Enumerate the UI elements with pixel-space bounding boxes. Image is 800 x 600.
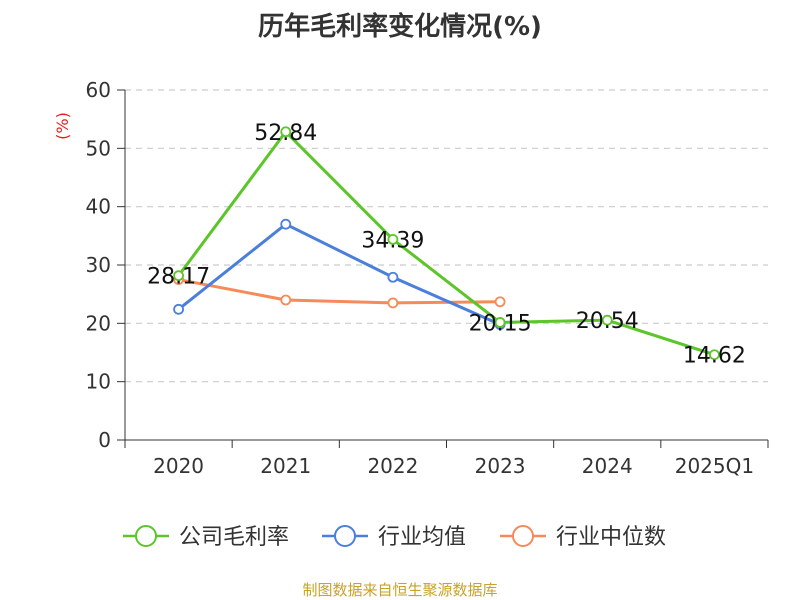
data-point	[494, 317, 506, 328]
x-tick-label: 2025Q1	[675, 454, 754, 478]
series	[173, 126, 720, 361]
series-line	[178, 278, 501, 305]
data-label: 14.62	[683, 344, 746, 369]
data-point	[173, 270, 184, 282]
data-label: 34.39	[361, 228, 424, 253]
axes: 0 10 20 30 40 50 60 2020 2021 2022 2023 2024 2025Q1	[86, 78, 769, 478]
data-point	[173, 303, 184, 315]
legend-label: 行业中位数	[556, 525, 666, 550]
x-tick-label: 2020	[153, 454, 204, 478]
data-point	[280, 218, 292, 230]
data-label: 20.54	[576, 309, 639, 334]
data-label: 28.17	[147, 265, 210, 290]
data-point	[387, 271, 399, 283]
data-labels: 28.17 52.84 34.39 20.15 20.54 14.62	[147, 121, 746, 369]
data-point	[709, 349, 720, 361]
data-point	[280, 294, 292, 306]
x-tick-label: 2024	[582, 454, 633, 478]
data-point	[494, 296, 506, 308]
legend: 公司毛利率 行业均值 行业中位数	[123, 525, 666, 550]
y-tick-label: 40	[86, 195, 111, 219]
y-tick-label: 60	[86, 78, 111, 102]
x-tick-label: 2021	[260, 454, 311, 478]
source-note: 制图数据来自恒生聚源数据库	[302, 581, 497, 599]
y-tick-label: 0	[98, 428, 111, 452]
series-line	[177, 222, 501, 326]
y-tick-label: 30	[86, 253, 111, 277]
y-tick-label: 20	[86, 311, 111, 335]
legend-label: 公司毛利率	[179, 525, 289, 550]
data-label: 52.84	[254, 121, 317, 146]
data-point	[387, 233, 399, 245]
legend-label: 行业均值	[378, 525, 466, 550]
series-line	[177, 130, 715, 357]
legend-marker	[334, 525, 356, 547]
data-label: 20.15	[469, 311, 532, 336]
grid	[125, 89, 768, 383]
y-tick-label: 10	[86, 370, 111, 394]
x-tick-label: 2022	[367, 454, 418, 478]
y-axis-label: (%)	[53, 112, 72, 140]
y-tick-label: 50	[86, 136, 111, 160]
legend-marker	[135, 525, 157, 547]
chart-title: 历年毛利率变化情况(%)	[258, 11, 542, 42]
data-point	[280, 126, 292, 138]
data-point	[601, 314, 613, 326]
x-tick-label: 2023	[475, 454, 526, 478]
data-point	[387, 297, 399, 309]
legend-marker	[512, 525, 534, 547]
